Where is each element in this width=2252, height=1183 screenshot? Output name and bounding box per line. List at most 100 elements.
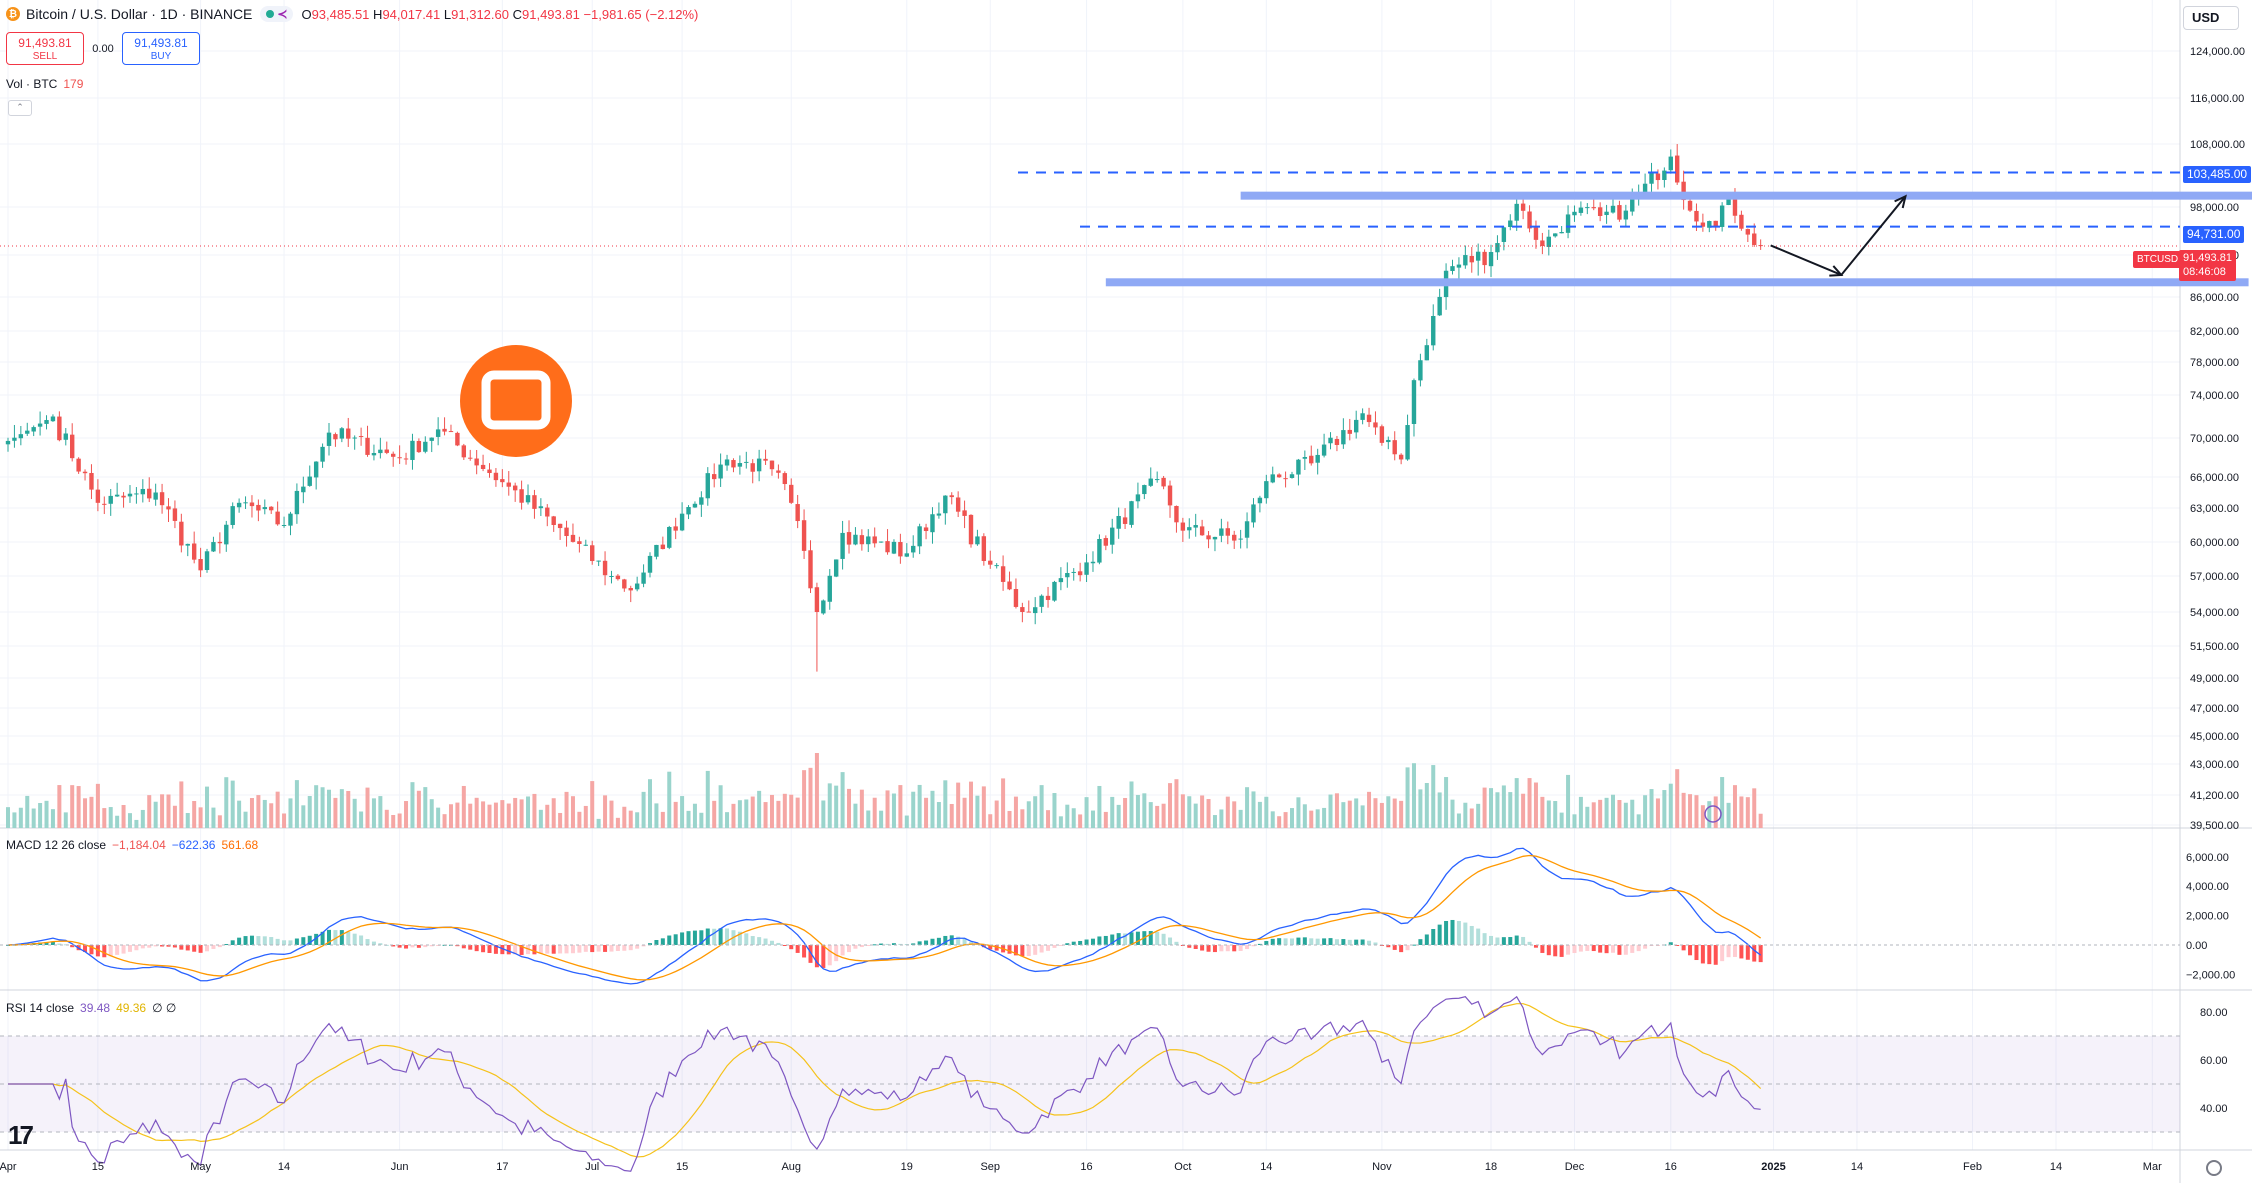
macd-histogram-bar: [1578, 945, 1583, 952]
candle-body: [1052, 581, 1057, 601]
candle-body: [1257, 497, 1263, 504]
volume-bar: [1379, 802, 1384, 828]
macd-tick-label: 6,000.00: [2186, 852, 2229, 864]
time-tick-label: Sep: [980, 1161, 1000, 1173]
volume-bar: [1193, 803, 1198, 828]
volume-bar: [6, 807, 10, 828]
volume-bar: [1322, 807, 1327, 828]
volume-bar: [1148, 802, 1153, 828]
macd-histogram-bar: [1238, 945, 1243, 951]
volume-bar: [1238, 809, 1243, 828]
volume-bar: [949, 803, 954, 828]
volume-bar: [737, 800, 742, 828]
macd-histogram-bar: [1155, 931, 1160, 945]
candle-body: [1065, 573, 1070, 578]
volume-bar: [172, 805, 177, 828]
buy-button[interactable]: 91,493.81 BUY: [122, 32, 200, 65]
volume-bar: [1052, 793, 1057, 828]
macd-histogram-bar: [1591, 945, 1596, 952]
sell-button[interactable]: 91,493.81 SELL: [6, 32, 84, 65]
macd-histogram-bar: [622, 945, 627, 951]
macd-histogram-bar: [237, 937, 242, 945]
brand-logo-mark: [481, 370, 551, 430]
rsi-tick-label: 80.00: [2200, 1007, 2228, 1019]
candle-body: [602, 560, 608, 576]
volume-bar: [1598, 799, 1603, 828]
volume-bar: [834, 785, 839, 828]
volume-bar: [776, 800, 781, 828]
settings-gear-icon[interactable]: [2206, 1160, 2222, 1176]
price-tick-label: 82,000.00: [2190, 326, 2239, 338]
macd-histogram-bar: [725, 928, 730, 945]
macd-histogram-bar: [1501, 937, 1506, 945]
tradingview-logo[interactable]: 17: [8, 1120, 34, 1150]
volume-bar: [1591, 802, 1596, 828]
candle-body: [1020, 607, 1025, 612]
macd-histogram-bar: [1386, 945, 1391, 948]
volume-bar: [969, 781, 973, 828]
candle-body: [750, 463, 755, 472]
volume-bar: [192, 800, 197, 828]
macd-histogram-bar: [1084, 939, 1089, 945]
candle-body: [1604, 211, 1609, 216]
support-resistance-zone: [1240, 191, 2252, 200]
macd-histogram-bar: [911, 943, 916, 945]
macd-histogram-bar: [1405, 945, 1410, 951]
volume-bar: [872, 797, 877, 828]
time-tick-label: 14: [2050, 1161, 2062, 1173]
macd-histogram-bar: [320, 931, 325, 945]
volume-bar: [282, 813, 287, 828]
volume-bar: [1527, 778, 1532, 828]
collapse-legend-button[interactable]: ⌃: [8, 100, 32, 116]
candle-body: [262, 507, 267, 510]
macd-histogram-bar: [795, 945, 800, 953]
macd-histogram-bar: [1123, 933, 1128, 945]
volume-bar: [1649, 789, 1654, 828]
candle-body: [866, 536, 871, 545]
candle-body: [442, 428, 447, 432]
macd-histogram-bar: [699, 930, 704, 945]
rsi-legend[interactable]: RSI 14 close 39.48 49.36 ∅ ∅: [6, 1001, 177, 1015]
macd-histogram-bar: [1033, 945, 1038, 955]
macd-histogram-bar: [898, 943, 903, 945]
volume-legend[interactable]: Vol · BTC 179: [6, 77, 84, 91]
candle-body: [1719, 205, 1725, 227]
macd-histogram-bar: [185, 945, 190, 951]
candle-body: [801, 520, 807, 551]
candle-body: [1206, 535, 1211, 540]
macd-histogram-bar: [648, 943, 652, 945]
candle-body: [500, 479, 505, 483]
macd-histogram-bar: [1135, 931, 1140, 945]
macd-legend[interactable]: MACD 12 26 close −1,184.04 −622.36 561.68: [6, 838, 259, 852]
macd-histogram-bar: [198, 945, 203, 953]
macd-histogram-bar: [1020, 945, 1025, 957]
macd-histogram-bar: [1431, 928, 1436, 945]
currency-selector[interactable]: USD: [2183, 6, 2239, 30]
volume-bar: [981, 786, 986, 828]
macd-histogram-bar: [1566, 945, 1571, 955]
market-status-pill[interactable]: ≺: [260, 6, 294, 22]
volume-bar: [782, 793, 787, 828]
volume-bar: [924, 797, 929, 828]
macd-histogram-bar: [802, 945, 807, 958]
volume-bar: [705, 770, 710, 828]
candle-body: [76, 458, 81, 472]
volume-bar: [615, 817, 620, 828]
volume-bar: [294, 780, 299, 828]
symbol-title[interactable]: Bitcoin / U.S. Dollar · 1D · BINANCE: [26, 6, 253, 22]
candle-body: [718, 464, 723, 479]
candle-body: [25, 430, 30, 434]
candle-body: [731, 460, 736, 468]
macd-histogram-bar: [339, 930, 344, 945]
volume-bar: [840, 772, 845, 828]
macd-histogram-bar: [1193, 945, 1198, 949]
volume-bar: [18, 807, 23, 828]
symbol-header[interactable]: ₿ Bitcoin / U.S. Dollar · 1D · BINANCE ≺…: [6, 6, 698, 22]
time-tick-label: 16: [1080, 1161, 1092, 1173]
candle-body: [878, 541, 884, 543]
candle-body: [204, 551, 210, 571]
candle-body: [1283, 478, 1288, 480]
volume-bar: [404, 801, 409, 828]
volume-bar: [1065, 804, 1070, 828]
